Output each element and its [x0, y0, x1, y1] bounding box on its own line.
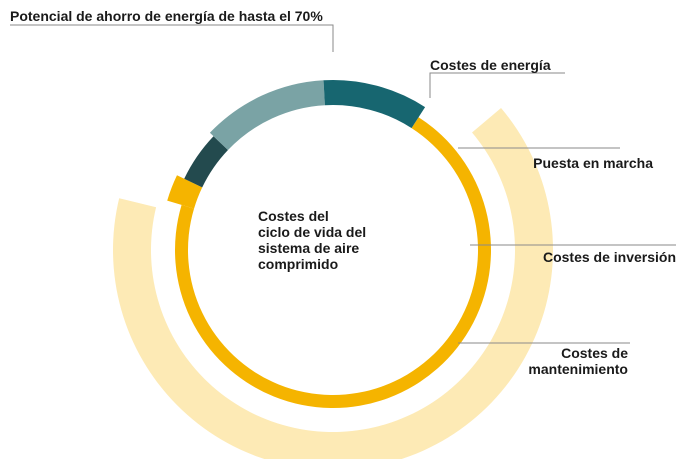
category-label-4: Costes de mantenimiento [528, 345, 628, 377]
category-label-2: Puesta en marcha [533, 155, 653, 171]
leader-lines-layer [10, 24, 676, 344]
slice-costes-de-energ-a-wedge [167, 175, 203, 209]
slice-costes-de-inversi-n [209, 80, 325, 151]
slice-costes-de-mantenimiento [323, 80, 426, 129]
center-label: Costes del ciclo de vida del sistema de ai… [258, 208, 366, 272]
slice-puesta-en-marcha [184, 136, 228, 188]
category-label-1: Costes de energía [430, 57, 551, 73]
savings-arc [113, 108, 553, 459]
slices-layer [167, 80, 492, 409]
savings-arc-layer [113, 108, 553, 459]
savings-annotation: Potencial de ahorro de energía de hasta … [10, 8, 323, 24]
category-label-3: Costes de inversión [543, 249, 676, 265]
annotation-leader-line [10, 24, 334, 52]
leader-line-1 [429, 72, 565, 98]
labels-layer: Costes de energía Puesta en marcha Costes … [430, 57, 676, 377]
